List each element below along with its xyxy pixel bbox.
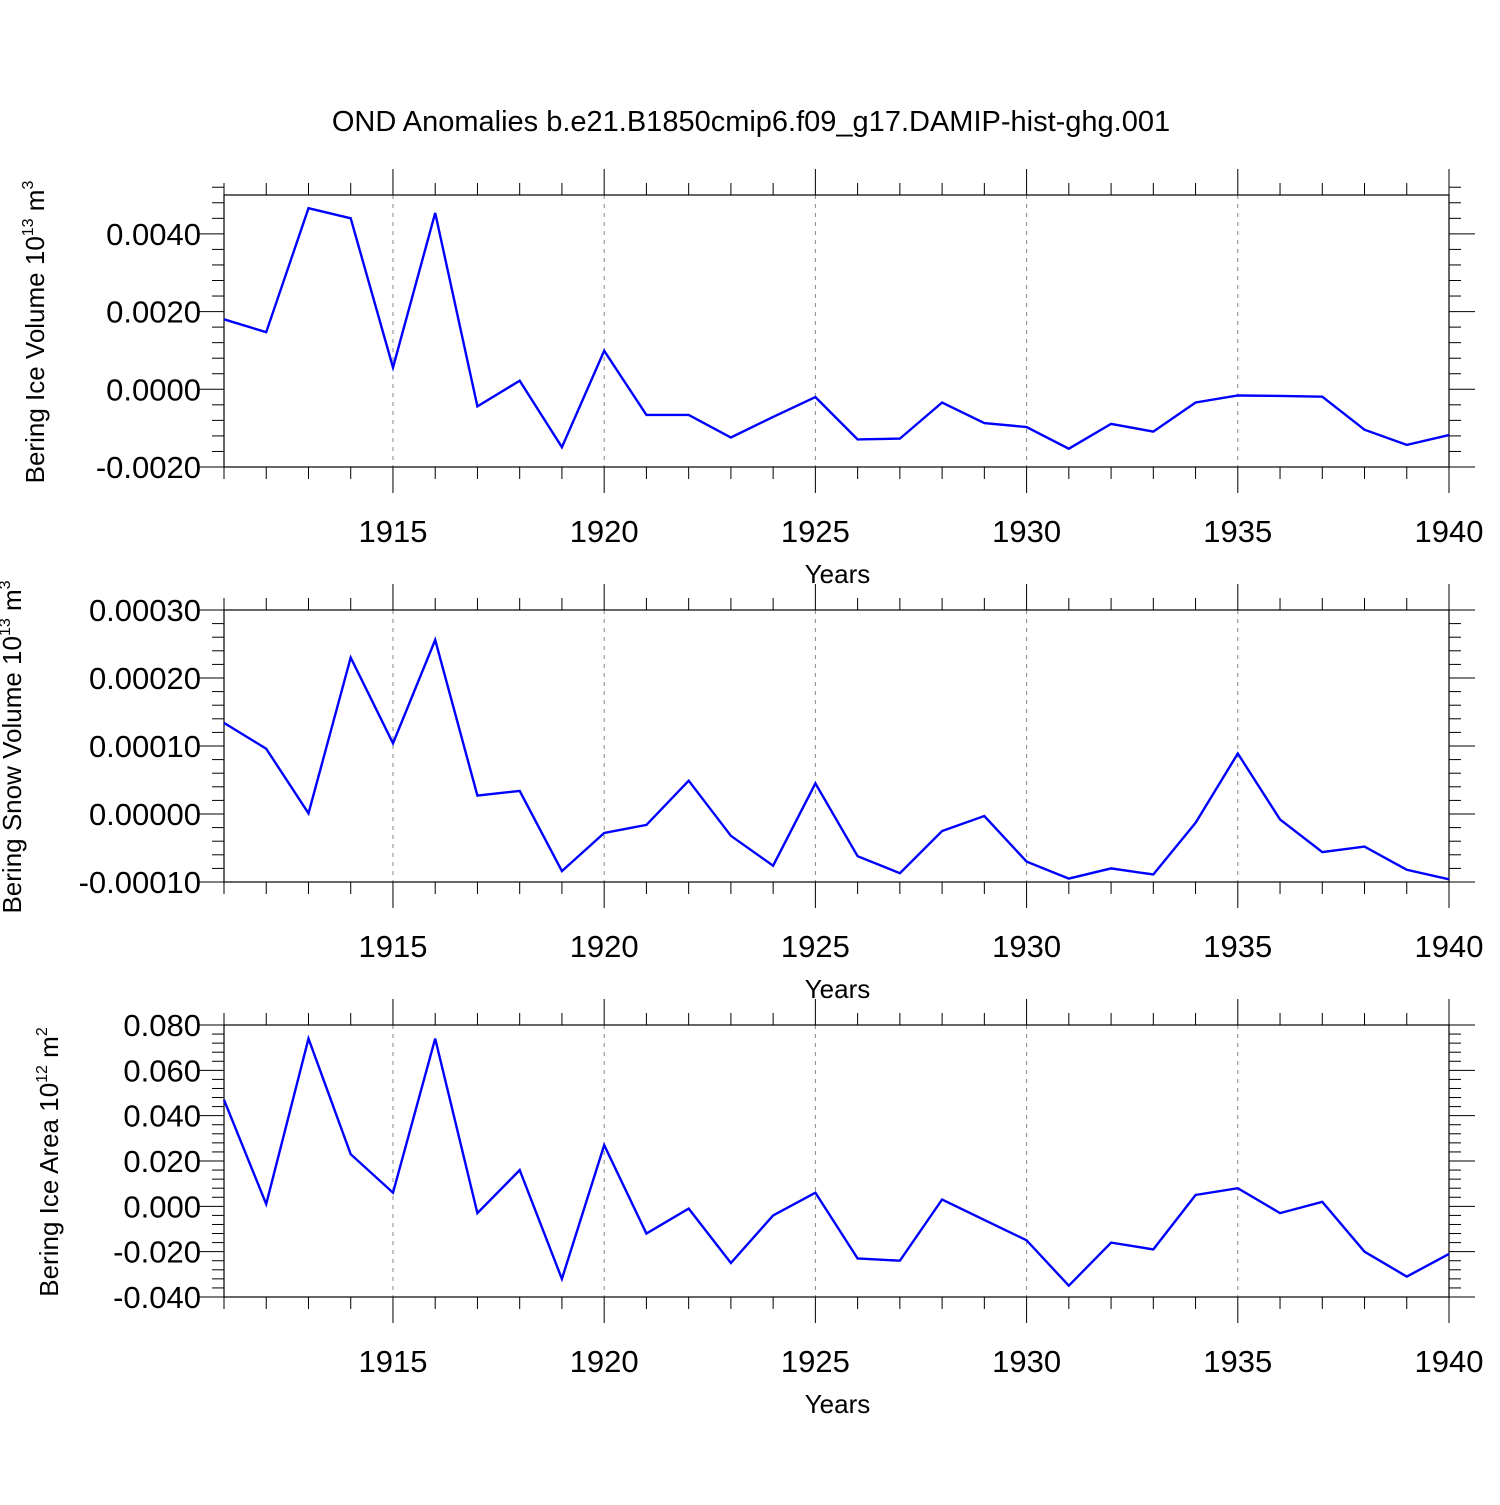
x-tick-label: 1935 (1203, 514, 1272, 549)
y-tick-label: 0.040 (123, 1099, 201, 1134)
plot-border (223, 609, 1450, 883)
x-axis-label: Years (805, 559, 871, 589)
x-tick-label: 1915 (358, 929, 427, 964)
x-tick-label: 1920 (570, 929, 639, 964)
y-tick-label: 0.020 (123, 1144, 201, 1179)
y-axis-label-superscript: 13 (20, 218, 37, 236)
y-tick-label: -0.00010 (79, 865, 201, 900)
y-axis-label-text: m (0, 589, 27, 618)
y-axis-label-text: Bering Ice Volume 10 (20, 236, 50, 483)
y-axis-label-superscript: 3 (20, 181, 37, 190)
y-tick-label: -0.040 (113, 1280, 201, 1315)
y-tick-label: 0.00030 (89, 593, 201, 628)
series-line (223, 206, 1450, 451)
y-axis-label-text: Bering Snow Volume 10 (0, 636, 27, 914)
y-axis-label-superscript: 12 (34, 1065, 51, 1083)
y-tick-label: 0.0000 (106, 372, 201, 407)
x-tick-label: 1915 (358, 514, 427, 549)
x-tick-label: 1925 (781, 1344, 850, 1379)
x-tick-label: 1935 (1203, 929, 1272, 964)
y-axis-label-superscript: 13 (0, 618, 14, 636)
y-tick-label: 0.0020 (106, 295, 201, 330)
x-tick-label: 1925 (781, 514, 850, 549)
x-tick-label: 1940 (1415, 929, 1484, 964)
y-tick-label: -0.020 (113, 1235, 201, 1270)
y-tick-label: 0.00010 (89, 729, 201, 764)
y-tick-label: 0.00000 (89, 797, 201, 832)
y-tick-label: 0.000 (123, 1189, 201, 1224)
x-tick-label: 1930 (992, 1344, 1061, 1379)
x-tick-label: 1935 (1203, 1344, 1272, 1379)
x-tick-label: 1920 (570, 514, 639, 549)
y-axis-label: Bering Ice Volume 1013 m3 (20, 181, 50, 484)
chart-title: OND Anomalies b.e21.B1850cmip6.f09_g17.D… (332, 106, 1170, 138)
x-tick-label: 1930 (992, 514, 1061, 549)
y-axis-label-text: Bering Ice Area 10 (34, 1083, 64, 1297)
y-tick-label: 0.080 (123, 1008, 201, 1043)
x-tick-label: 1940 (1415, 514, 1484, 549)
y-tick-label: 0.00020 (89, 661, 201, 696)
y-tick-label: -0.0020 (96, 450, 201, 485)
panel-1: 1915 1920 1925 1930 1935 1940 Years -0.0020 0.00… (20, 169, 1483, 589)
y-axis-label-superscript: 3 (0, 580, 14, 589)
y-axis-label: Bering Snow Volume 1013 m3 (0, 580, 27, 913)
x-tick-label: 1940 (1415, 1344, 1484, 1379)
y-tick-label: 0.060 (123, 1053, 201, 1088)
x-tick-label: 1930 (992, 929, 1061, 964)
y-axis-label: Bering Ice Area 1012 m2 (34, 1027, 64, 1297)
panel-3: 1915 1920 1925 1930 1935 1940 Years -0.040 -0.02… (34, 999, 1483, 1419)
x-axis-label: Years (805, 1389, 871, 1419)
series-line (222, 1034, 1450, 1288)
plot-border (223, 194, 1450, 468)
y-tick-label: 0.0040 (106, 217, 201, 252)
y-axis-label-text: m (34, 1036, 64, 1065)
x-axis-label: Years (805, 974, 871, 1004)
x-tick-label: 1920 (570, 1344, 639, 1379)
series-line (223, 636, 1450, 881)
y-axis-label-text: m (20, 190, 50, 219)
plot-border (223, 1024, 1450, 1298)
y-axis-label-superscript: 2 (34, 1027, 51, 1036)
x-tick-label: 1915 (358, 1344, 427, 1379)
panel-2: 1915 1920 1925 1930 1935 1940 Years -0.00010 0.0… (0, 580, 1483, 1004)
x-tick-label: 1925 (781, 929, 850, 964)
